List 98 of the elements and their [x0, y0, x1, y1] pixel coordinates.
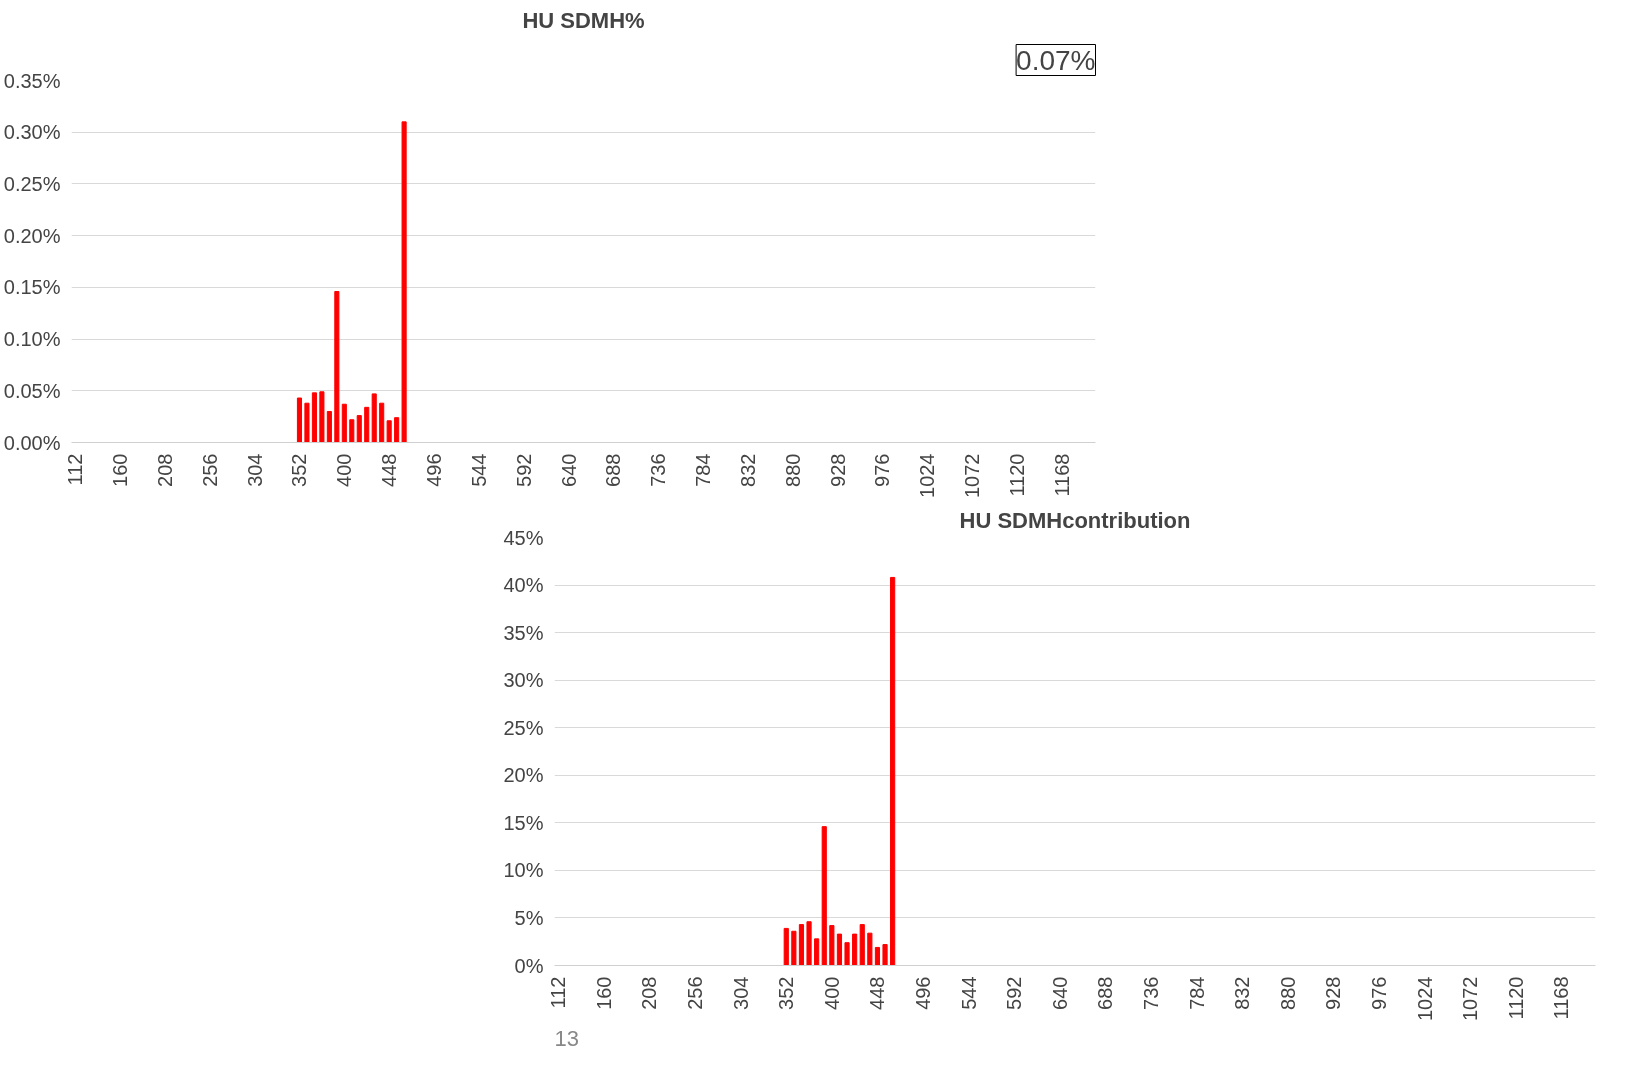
bar	[326, 410, 332, 443]
bar	[334, 290, 340, 443]
bar	[814, 938, 820, 966]
y-tick-label: 0.00%	[3, 431, 61, 454]
x-tick-label: 160	[109, 453, 132, 487]
bar	[319, 391, 325, 443]
x-tick-label: 976	[1367, 976, 1390, 1010]
y-tick-label: 0.35%	[3, 69, 61, 92]
bar	[806, 921, 812, 966]
x-tick-label: 640	[557, 453, 580, 487]
y-tick-label: 15%	[503, 811, 544, 834]
x-tick-label: 688	[1094, 976, 1117, 1010]
chart-title: HU SDMHcontribution	[959, 507, 1191, 533]
bar	[821, 826, 827, 966]
x-tick-label: 1024	[1413, 976, 1436, 1021]
bar	[791, 930, 797, 966]
y-tick-label: 10%	[503, 859, 544, 882]
x-tick-label: 928	[826, 453, 849, 487]
y-tick-label: 0%	[514, 954, 544, 977]
bar	[798, 924, 805, 966]
bar	[379, 402, 385, 443]
bar	[829, 925, 835, 966]
bar	[296, 397, 303, 443]
x-tick-label: 832	[1231, 976, 1254, 1010]
x-tick-label: 592	[1003, 976, 1026, 1010]
bar	[874, 946, 881, 966]
bar	[867, 932, 873, 966]
x-tick-label: 352	[775, 976, 798, 1010]
y-tick-label: 0.25%	[3, 172, 61, 195]
x-tick-label: 496	[423, 453, 446, 487]
x-tick-label: 592	[512, 453, 535, 487]
x-tick-label: 448	[866, 976, 889, 1010]
bar	[311, 392, 317, 443]
x-tick-label: 112	[64, 453, 87, 486]
x-tick-label: 880	[781, 453, 804, 487]
x-tick-label: 1120	[1006, 453, 1029, 497]
x-tick-label: 976	[871, 453, 894, 487]
text: 0.07%	[1016, 44, 1096, 76]
x-tick-label: 400	[333, 453, 356, 487]
y-tick-label: 25%	[503, 716, 544, 739]
x-tick-label: 304	[243, 453, 266, 487]
y-tick-label: 0.30%	[3, 121, 61, 144]
x-tick-label: 208	[153, 453, 176, 487]
x-tick-label: 784	[1185, 976, 1208, 1010]
bar	[859, 924, 865, 966]
x-tick-label: 256	[198, 453, 221, 487]
bar	[349, 419, 355, 443]
bar	[356, 415, 362, 443]
y-tick-label: 5%	[514, 906, 544, 929]
x-tick-label: 256	[684, 976, 707, 1010]
x-tick-label: 400	[820, 976, 843, 1010]
y-tick-label: 30%	[503, 669, 544, 692]
y-tick-label: 35%	[503, 621, 544, 644]
x-tick-label: 544	[957, 976, 980, 1010]
x-tick-label: 1024	[916, 453, 939, 498]
x-tick-label: 784	[692, 453, 715, 487]
x-tick-label: 496	[912, 976, 935, 1010]
bar	[890, 576, 896, 966]
bar	[304, 402, 310, 443]
bar	[852, 933, 858, 966]
x-tick-label: 1168	[1050, 453, 1073, 497]
y-tick-label: 45%	[503, 526, 544, 549]
chart-title: HU SDMH%	[522, 7, 645, 33]
x-tick-label: 112	[547, 976, 570, 1009]
y-tick-label: 20%	[503, 764, 544, 787]
x-tick-label: 208	[638, 976, 661, 1010]
y-tick-label: 0.20%	[3, 224, 61, 247]
x-tick-label: 160	[592, 976, 615, 1010]
text: 13	[554, 1025, 579, 1051]
y-tick-label: 0.05%	[3, 379, 61, 402]
x-tick-label: 352	[288, 453, 311, 487]
bar	[836, 933, 843, 966]
bar	[341, 403, 347, 443]
y-tick-label: 40%	[503, 574, 544, 597]
x-tick-label: 928	[1322, 976, 1345, 1010]
bar	[783, 927, 789, 966]
x-tick-label: 880	[1276, 976, 1299, 1010]
bar	[394, 417, 400, 443]
x-tick-label: 1072	[1459, 976, 1482, 1021]
bar	[844, 942, 850, 966]
x-tick-label: 1168	[1550, 976, 1573, 1020]
x-tick-label: 304	[729, 976, 752, 1010]
x-tick-label: 736	[647, 453, 670, 487]
bar	[882, 944, 888, 966]
x-tick-label: 1072	[961, 453, 984, 498]
x-tick-label: 832	[736, 453, 759, 487]
x-tick-label: 688	[602, 453, 625, 487]
x-tick-label: 448	[378, 453, 401, 487]
x-tick-label: 544	[467, 453, 490, 487]
y-tick-label: 0.10%	[3, 328, 61, 351]
bar	[386, 420, 392, 443]
x-tick-label: 736	[1139, 976, 1162, 1010]
bar	[364, 406, 370, 443]
bar	[371, 393, 377, 443]
x-tick-label: 1120	[1504, 976, 1527, 1020]
x-tick-label: 640	[1048, 976, 1071, 1010]
y-tick-label: 0.15%	[3, 276, 61, 299]
bar	[401, 121, 407, 443]
